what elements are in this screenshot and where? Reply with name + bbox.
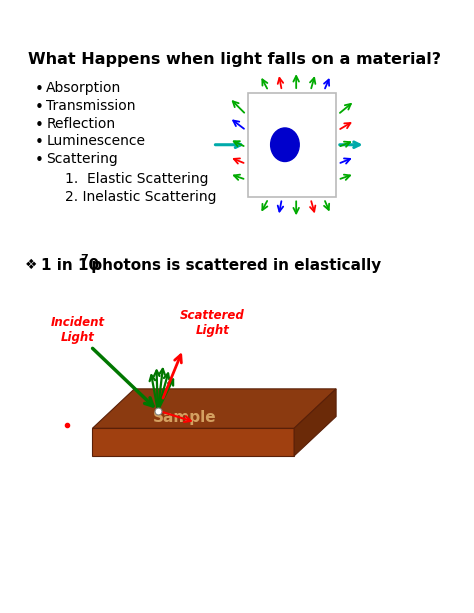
Text: 7: 7 [80,254,88,264]
Text: Incident
Light: Incident Light [51,316,105,345]
Text: •: • [35,118,43,132]
Text: photons is scattered in elastically: photons is scattered in elastically [86,257,381,273]
Text: Luminescence: Luminescence [46,134,145,148]
Text: •: • [35,153,43,168]
Text: 2. Inelastic Scattering: 2. Inelastic Scattering [64,189,216,204]
Text: 1.  Elastic Scattering: 1. Elastic Scattering [64,172,208,186]
Text: •: • [35,100,43,115]
Polygon shape [92,389,336,428]
Text: •: • [35,82,43,97]
Text: Scattered
Light: Scattered Light [180,308,245,337]
Text: Sample: Sample [153,410,217,425]
Text: Reflection: Reflection [46,116,115,131]
Polygon shape [294,389,336,456]
Text: •: • [35,135,43,150]
Polygon shape [92,428,294,456]
Text: Absorption: Absorption [46,81,121,95]
Text: Scattering: Scattering [46,152,118,166]
Text: ❖: ❖ [25,257,37,272]
Circle shape [271,128,299,161]
Text: 1 in 10: 1 in 10 [41,257,99,273]
Text: Transmission: Transmission [46,99,136,113]
Bar [248,93,336,197]
Text: What Happens when light falls on a material?: What Happens when light falls on a mater… [27,51,441,67]
